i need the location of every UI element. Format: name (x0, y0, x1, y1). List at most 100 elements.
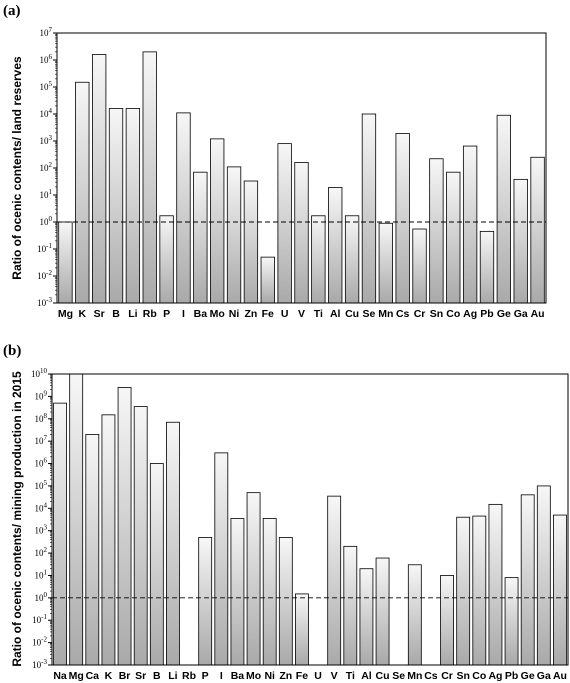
bar-Ag (462, 145, 478, 304)
x-tick-label-K: K (105, 670, 113, 682)
x-tick-label-Cu: Cu (376, 670, 390, 682)
x-tick-label-Ba: Ba (231, 670, 245, 682)
y-tick-label: 10-3 (37, 296, 52, 308)
x-tick-label-Mo: Mo (246, 670, 261, 682)
x-tick-label-Sn: Sn (430, 308, 443, 320)
bar-K (101, 414, 116, 666)
bar-Ga (536, 485, 551, 666)
panel-b-bars (52, 373, 568, 666)
bar-P (198, 537, 213, 666)
x-tick-label-I: I (220, 670, 223, 682)
bar-Mo (210, 138, 225, 304)
x-tick-label-U: U (281, 308, 289, 320)
bar-Ni (226, 166, 242, 304)
x-tick-label-Sn: Sn (456, 670, 469, 682)
x-tick-label-Mg: Mg (58, 308, 73, 320)
x-tick-label-Cr: Cr (414, 308, 426, 320)
bar-Mg (58, 221, 73, 304)
x-tick-label-Se: Se (392, 670, 405, 682)
x-tick-label-Ti: Ti (314, 308, 323, 320)
panel-b-x-ticks: Na Mg Ca K Br Sr B Li Rb P I Ba Mo Ni Zn Fe U V Ti Al Cu Se Mn… (53, 670, 567, 682)
x-tick-label-Ti: Ti (346, 670, 355, 682)
bar-B (149, 463, 164, 666)
y-tick-label: 107 (40, 26, 53, 38)
panel-a: (a) Ratio of ocenic contents/ land reser… (3, 3, 547, 320)
bar-Mn (378, 222, 393, 304)
y-tick-label: 10-2 (37, 269, 52, 281)
bar-I (176, 112, 191, 304)
x-tick-label-Ag: Ag (463, 308, 477, 320)
bar-Ti (343, 545, 358, 666)
bar-P (159, 215, 174, 304)
panel-a-x-ticks: Mg K Sr B Li Rb P I Ba Mo Ni Zn Fe U V Ti Al Cu Se Mn Cs Cr Sn… (58, 308, 545, 320)
bar-Co (472, 515, 487, 666)
bar-Fe (260, 256, 275, 304)
x-tick-label-Mn: Mn (407, 670, 422, 682)
y-tick-label: 100 (35, 591, 48, 603)
bar-Mn (407, 564, 422, 666)
x-tick-label-U: U (314, 670, 322, 682)
x-tick-label-Mo: Mo (210, 308, 225, 320)
y-tick-label: 10-1 (37, 242, 52, 254)
bar-V (294, 162, 309, 304)
x-tick-label-Zn: Zn (279, 670, 292, 682)
bar-Ge (520, 494, 535, 666)
panel-b-y-axis-label: Ratio of ocenic contents/ mining product… (10, 371, 24, 667)
x-tick-label-Rb: Rb (143, 308, 157, 320)
x-tick-label-Co: Co (472, 670, 486, 682)
bar-Cu (375, 557, 390, 666)
bar-Co (446, 171, 461, 304)
y-tick-label: 106 (35, 457, 48, 469)
bar-Sn (456, 516, 471, 666)
panel-a-y-ticks: 10-3 10-2 10-1 100 101 102 103 104 105 106 107 (37, 26, 57, 308)
x-tick-label-Sr: Sr (135, 670, 146, 682)
y-tick-label: 100 (40, 215, 53, 227)
x-tick-label-V: V (298, 308, 305, 320)
bar-Li (166, 421, 180, 666)
bar-Sr (133, 406, 148, 666)
x-tick-label-Ga: Ga (514, 308, 528, 320)
bar-B (108, 108, 124, 304)
x-tick-label-Ni: Ni (264, 670, 275, 682)
bar-Pb (504, 577, 519, 666)
panel-a-label: (a) (3, 3, 21, 19)
bar-I (214, 452, 229, 666)
x-tick-label-Mg: Mg (69, 670, 84, 682)
bar-Fe (295, 593, 309, 666)
bar-V (327, 495, 342, 666)
bar-Au (530, 156, 545, 304)
bar-Zn (278, 537, 293, 666)
bar-Cr (440, 575, 454, 666)
x-tick-label-Ge: Ge (497, 308, 511, 320)
y-tick-label: 104 (35, 501, 48, 513)
bar-Rb (142, 51, 157, 304)
y-tick-label: 104 (40, 107, 53, 119)
bar-Al (328, 187, 343, 304)
x-tick-label-Mn: Mn (378, 308, 393, 320)
y-tick-label: 103 (40, 134, 53, 146)
bar-U (277, 143, 292, 304)
y-tick-label: 102 (40, 161, 53, 173)
bar-Ba (230, 518, 245, 666)
x-tick-label-P: P (202, 670, 209, 682)
bar-Ge (496, 114, 511, 304)
x-tick-label-Li: Li (128, 308, 137, 320)
bar-Ti (311, 215, 326, 304)
x-tick-label-Ag: Ag (488, 670, 502, 682)
bar-Mg (69, 373, 84, 666)
x-tick-label-Ba: Ba (194, 308, 208, 320)
bar-Cs (395, 133, 410, 304)
x-tick-label-V: V (331, 670, 338, 682)
y-tick-label: 10-2 (32, 636, 47, 648)
x-tick-label-I: I (182, 308, 185, 320)
x-tick-label-Cs: Cs (424, 670, 438, 682)
x-tick-label-Co: Co (446, 308, 460, 320)
bar-Ga (513, 178, 528, 304)
bar-Ba (193, 171, 208, 304)
x-tick-label-Au: Au (553, 670, 567, 682)
x-tick-label-Pb: Pb (505, 670, 518, 682)
y-tick-label: 102 (35, 546, 48, 558)
y-tick-label: 101 (35, 568, 48, 580)
panel-b-label: (b) (3, 343, 21, 359)
